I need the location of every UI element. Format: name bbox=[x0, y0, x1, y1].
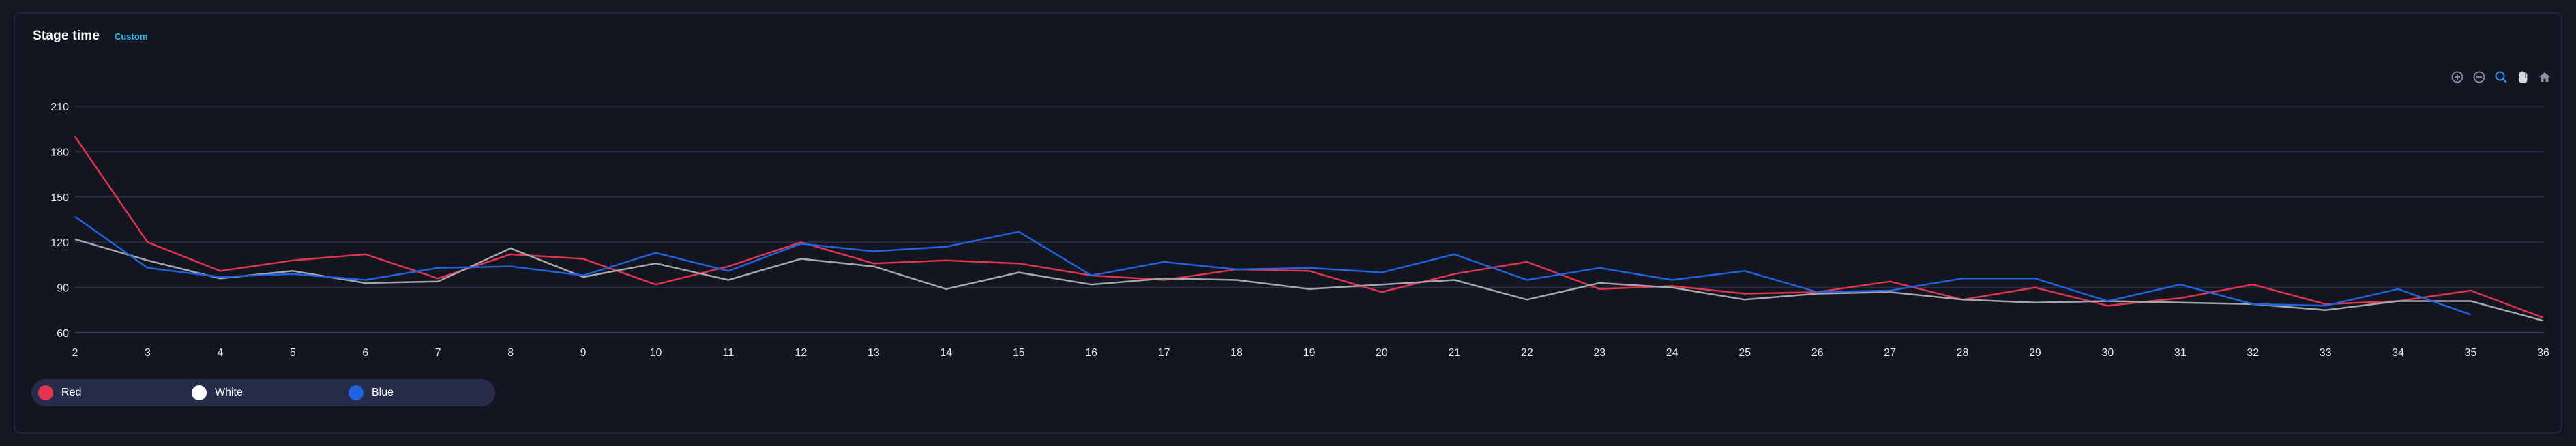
x-tick-label: 12 bbox=[795, 347, 808, 359]
chart-panel: Stage time Custom bbox=[14, 12, 2562, 434]
panel-title: Stage time bbox=[33, 29, 100, 43]
x-tick-label: 10 bbox=[650, 347, 662, 359]
x-tick-label: 26 bbox=[1811, 347, 1824, 359]
panel-subtitle[interactable]: Custom bbox=[115, 31, 148, 42]
x-tick-label: 31 bbox=[2174, 347, 2187, 359]
legend-swatch-blue bbox=[349, 385, 364, 400]
y-tick-label: 120 bbox=[50, 237, 69, 249]
x-tick-label: 5 bbox=[290, 347, 296, 359]
y-tick-label: 210 bbox=[50, 102, 69, 113]
x-tick-label: 8 bbox=[507, 347, 514, 359]
x-tick-label: 6 bbox=[362, 347, 368, 359]
chart-grid bbox=[75, 106, 2543, 333]
x-tick-label: 3 bbox=[145, 347, 151, 359]
legend-swatch-red bbox=[38, 385, 53, 400]
y-tick-label: 180 bbox=[50, 147, 69, 158]
y-tick-label: 90 bbox=[57, 283, 69, 295]
zoom-in-icon[interactable] bbox=[2450, 70, 2465, 85]
x-tick-label: 4 bbox=[217, 347, 223, 359]
legend-label-blue: Blue bbox=[372, 387, 394, 398]
x-tick-label: 30 bbox=[2101, 347, 2114, 359]
series-line-red[interactable] bbox=[74, 136, 2544, 319]
legend-item-white[interactable]: White bbox=[192, 379, 243, 406]
legend-label-white: White bbox=[215, 387, 243, 398]
series-line-blue[interactable] bbox=[74, 215, 2472, 316]
x-tick-label: 35 bbox=[2465, 347, 2477, 359]
x-tick-label: 9 bbox=[580, 347, 587, 359]
reset-home-icon[interactable] bbox=[2537, 70, 2552, 85]
legend-swatch-white bbox=[192, 385, 207, 400]
x-tick-label: 13 bbox=[868, 347, 880, 359]
series-line-white[interactable] bbox=[74, 238, 2544, 322]
x-tick-label: 16 bbox=[1085, 347, 1097, 359]
x-tick-label: 17 bbox=[1158, 347, 1170, 359]
x-tick-label: 14 bbox=[940, 347, 952, 359]
x-tick-label: 29 bbox=[2029, 347, 2041, 359]
x-tick-label: 21 bbox=[1448, 347, 1460, 359]
legend-label-red: Red bbox=[61, 387, 82, 398]
y-tick-label: 150 bbox=[50, 192, 69, 204]
chart-toolbar bbox=[2450, 70, 2552, 85]
y-tick-label: 60 bbox=[57, 328, 69, 340]
chart-series bbox=[74, 136, 2544, 322]
x-tick-label: 32 bbox=[2247, 347, 2259, 359]
x-tick-label: 19 bbox=[1303, 347, 1316, 359]
zoom-out-icon[interactable] bbox=[2472, 70, 2487, 85]
pan-hand-icon[interactable] bbox=[2515, 70, 2530, 85]
x-tick-label: 11 bbox=[723, 347, 735, 359]
x-tick-label: 15 bbox=[1013, 347, 1025, 359]
x-tick-label: 18 bbox=[1230, 347, 1243, 359]
zoom-select-icon[interactable] bbox=[2493, 70, 2508, 85]
x-tick-label: 34 bbox=[2392, 347, 2404, 359]
legend-item-red[interactable]: Red bbox=[38, 379, 81, 406]
x-tick-label: 25 bbox=[1738, 347, 1751, 359]
legend-item-blue[interactable]: Blue bbox=[349, 379, 394, 406]
x-tick-label: 33 bbox=[2320, 347, 2332, 359]
chart-legend: Red White Blue bbox=[31, 379, 495, 406]
x-tick-label: 27 bbox=[1884, 347, 1896, 359]
x-tick-label: 2 bbox=[72, 347, 78, 359]
x-tick-label: 28 bbox=[1957, 347, 1969, 359]
x-tick-label: 20 bbox=[1376, 347, 1388, 359]
x-tick-label: 24 bbox=[1666, 347, 1678, 359]
x-tick-label: 22 bbox=[1521, 347, 1533, 359]
x-tick-label: 23 bbox=[1593, 347, 1605, 359]
x-tick-label: 36 bbox=[2537, 347, 2549, 359]
x-tick-label: 7 bbox=[435, 347, 441, 359]
